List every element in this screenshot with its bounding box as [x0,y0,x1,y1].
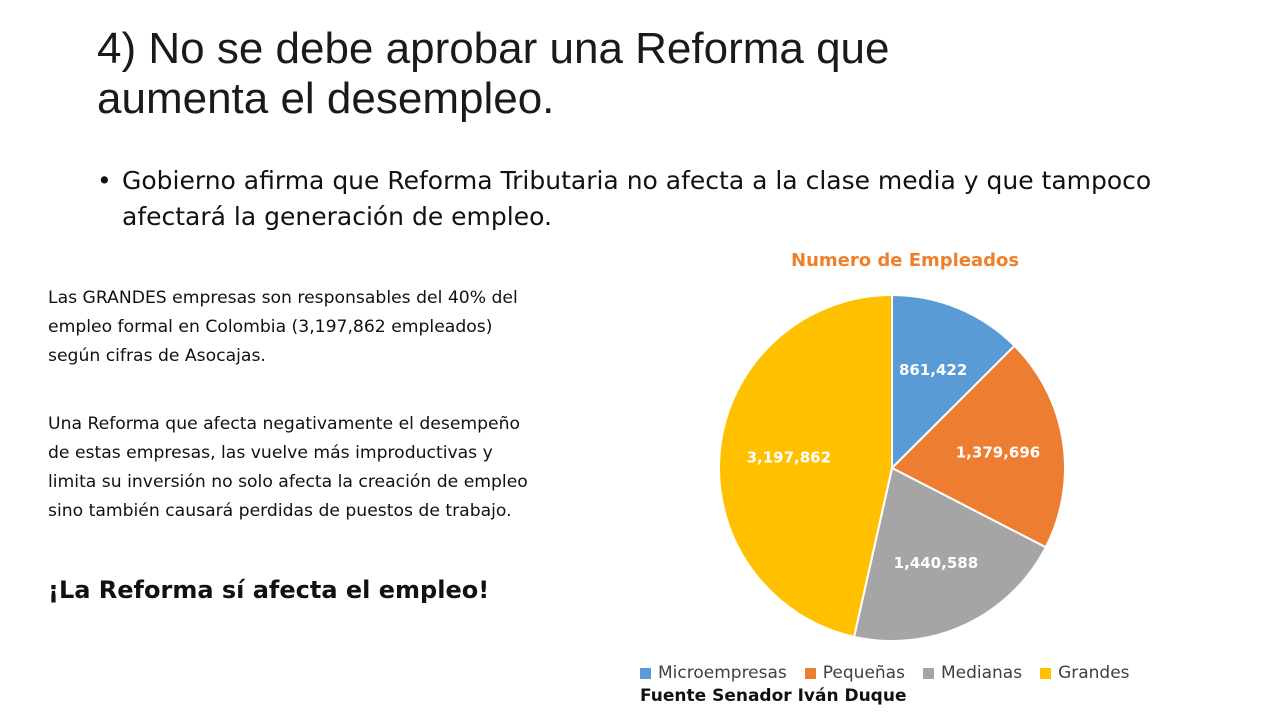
data-label-grandes: 3,197,862 [747,449,831,467]
legend-label: Microempresas [658,663,787,683]
bullet-point: • Gobierno afirma que Reforma Tributaria… [97,163,1257,235]
pie-chart: 861,422 1,379,696 1,440,588 3,197,862 [718,293,1066,642]
pie-slice-microempresas [891,293,1016,471]
title-line-1: 4) No se debe aprobar una Reforma que [97,24,890,73]
legend-label: Pequeñas [822,663,905,683]
chart-title: Numero de Empleados [791,250,1020,271]
paragraph2-line-1: Una Reforma que afecta negativamente el … [48,414,521,434]
legend-item-grandes: Grandes [1040,663,1130,683]
paragraph2-line-4: sino también causará perdidas de puestos… [48,501,512,521]
legend-item-microempresas: Microempresas [640,663,787,683]
legend-swatch [922,667,934,679]
bullet-icon: • [97,166,112,195]
title-line-2: aumenta el desempleo. [97,74,555,123]
paragraph2-line-2: de estas empresas, las vuelve más improd… [48,443,493,463]
paragraph1-line-3: según cifras de Asocajas. [48,346,266,366]
legend-swatch [640,667,651,679]
pie-slice-medianas [852,466,1048,642]
pie-slice-grandes [718,293,893,638]
legend-label: Medianas [940,663,1023,683]
data-label-peque-as: 1,379,696 [956,444,1040,462]
paragraph-reform-effect: Una Reforma que afecta negativamente el … [48,410,658,526]
pie-slice-peque-as [890,344,1066,549]
legend-swatch [804,667,816,679]
source-note: Fuente Senador Iván Duque [640,686,907,706]
bullet-text: Gobierno afirma que Reforma Tributaria n… [122,166,1152,231]
slide-title: 4) No se debe aprobar una Reforma que au… [97,24,1247,124]
paragraph1-line-2: empleo formal en Colombia (3,197,862 emp… [48,317,493,337]
paragraph-large-companies: Las GRANDES empresas son responsables de… [48,284,658,371]
legend-label: Grandes [1058,663,1130,683]
legend-item-medianas: Medianas [922,663,1023,683]
punchline: ¡La Reforma sí afecta el empleo! [48,576,490,604]
chart-legend: Microempresas Pequeñas Medianas Grandes [640,660,1148,686]
data-label-microempresas: 861,422 [899,361,967,379]
paragraph1-line-1: Las GRANDES empresas son responsables de… [48,288,518,308]
legend-item-peque-as: Pequeñas [804,663,905,683]
paragraph2-line-3: limita su inversión no solo afecta la cr… [48,472,528,492]
legend-swatch [1040,667,1052,679]
data-label-medianas: 1,440,588 [894,554,978,572]
